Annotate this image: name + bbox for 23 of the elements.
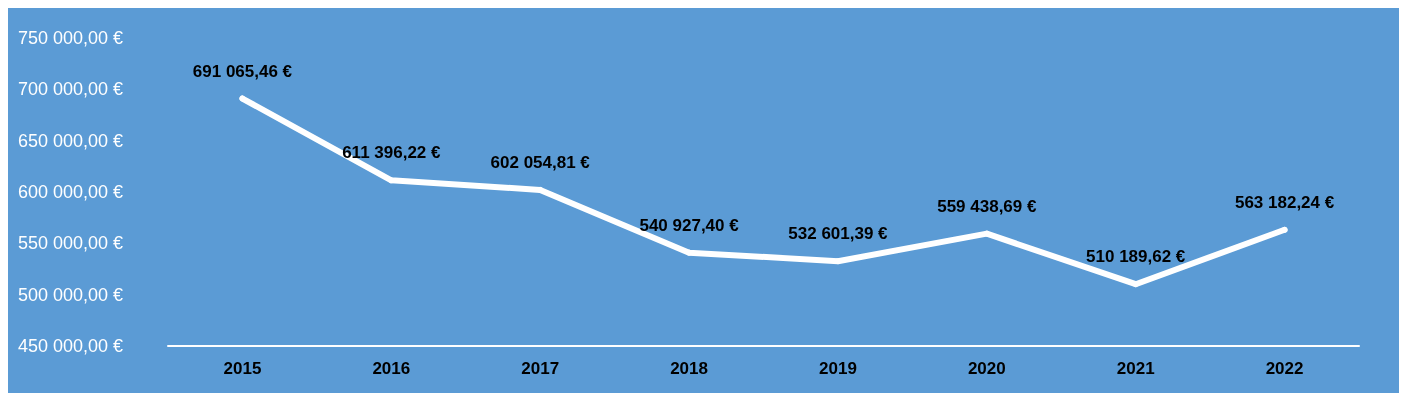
y-tick-label: 700 000,00 € [18, 79, 124, 100]
data-label: 510 189,62 € [1086, 247, 1186, 267]
data-label: 563 182,24 € [1234, 192, 1335, 212]
x-tick-label: 2016 [372, 359, 411, 378]
data-label: 559 438,69 € [937, 196, 1037, 216]
data-label: 691 065,46 € [192, 61, 293, 81]
x-tick-label: 2018 [670, 359, 708, 378]
y-tick-label: 450 000,00 € [18, 336, 124, 356]
y-tick-label: 550 000,00 € [18, 233, 124, 254]
data-label: 602 054,81 € [490, 152, 591, 172]
x-tick-label: 2015 [223, 359, 262, 378]
y-tick-label: 650 000,00 € [18, 130, 124, 151]
data-label: 540 927,40 € [639, 215, 740, 235]
x-tick-label: 2019 [819, 359, 857, 378]
x-tick-label: 2022 [1265, 359, 1304, 378]
data-label: 532 601,39 € [788, 224, 889, 244]
y-tick-label: 500 000,00 € [18, 284, 124, 305]
x-tick-label: 2020 [967, 359, 1006, 378]
y-tick-label: 600 000,00 € [18, 182, 124, 202]
x-tick-label: 2017 [521, 359, 560, 378]
y-tick-label: 750 000,00 € [18, 28, 124, 48]
data-label: 611 396,22 € [342, 143, 442, 163]
x-tick-label: 2021 [1116, 359, 1155, 378]
